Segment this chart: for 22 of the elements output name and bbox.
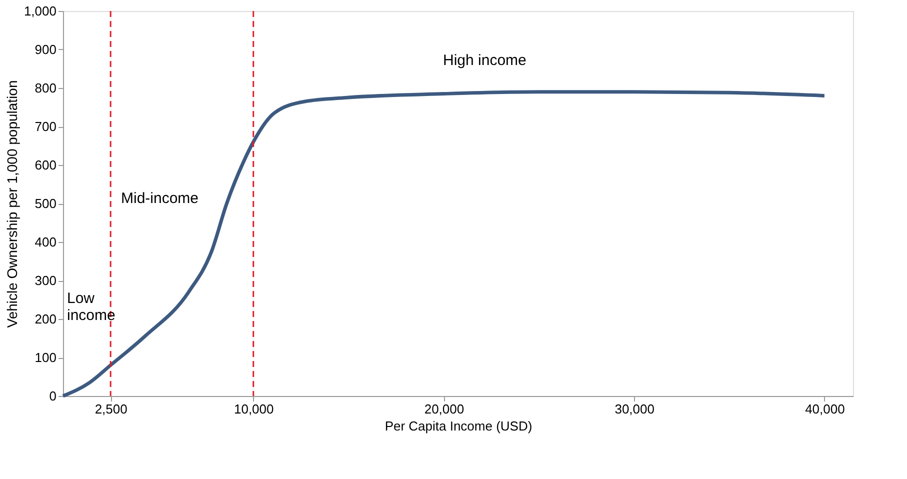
- y-axis-title: Vehicle Ownership per 1,000 population: [4, 80, 20, 328]
- y-tick-label: 600: [34, 158, 56, 172]
- y-tick-label: 400: [34, 234, 56, 250]
- y-tick-label: 500: [34, 196, 56, 211]
- y-tick-label: 0: [49, 388, 56, 404]
- y-tick-label: 900: [34, 42, 56, 57]
- annotation: High income: [443, 52, 526, 69]
- x-tick-label: 40,000: [805, 402, 845, 416]
- y-tick-label: 800: [34, 80, 56, 96]
- line-series: [61, 90, 826, 398]
- y-tick-label: 1,000: [24, 4, 56, 18]
- y-tick-label: 200: [34, 312, 56, 326]
- x-axis-title: Per Capita Income (USD): [384, 418, 532, 434]
- x-tick-label: 10,000: [234, 402, 274, 416]
- y-tick-label: 100: [34, 350, 56, 365]
- y-tick-label: 700: [34, 119, 56, 134]
- annotation: Low income: [67, 290, 116, 324]
- x-tick-label: 20,000: [424, 402, 464, 416]
- annotation: Mid-income: [121, 190, 199, 207]
- x-tick-label: 2,500: [94, 402, 128, 416]
- x-tick-label: 30,000: [614, 402, 654, 416]
- y-tick-label: 300: [34, 273, 56, 288]
